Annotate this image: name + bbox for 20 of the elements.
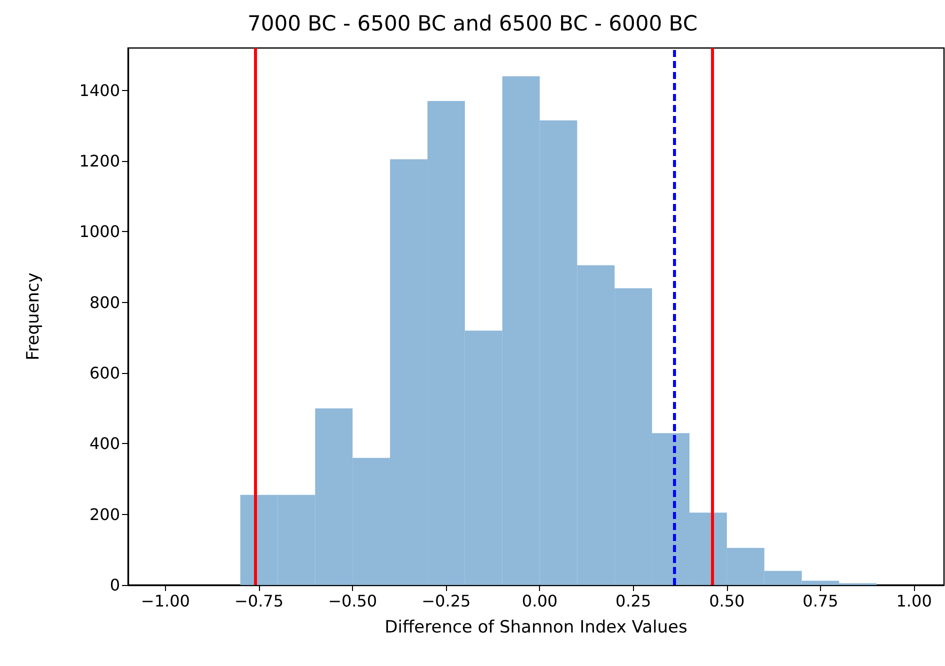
x-tick-label: −0.75 — [234, 592, 284, 610]
x-tick-label: 0.50 — [709, 592, 745, 610]
y-tick-label: 600 — [89, 364, 120, 383]
x-tick-label: 0.25 — [616, 592, 652, 610]
y-tick-label: 800 — [89, 292, 120, 312]
x-tick-label: −0.50 — [328, 592, 378, 610]
x-tick-label: −1.00 — [140, 592, 190, 610]
y-tick-label: 1400 — [79, 80, 120, 100]
y-axis-title: Frequency — [24, 272, 44, 360]
x-tick-label: 1.00 — [896, 592, 932, 610]
x-axis-title: Difference of Shannon Index Values — [384, 618, 688, 638]
y-tick-label: 0 — [110, 576, 120, 594]
chart-title: 7000 BC - 6500 BC and 6500 BC - 6000 BC — [248, 12, 698, 36]
x-tick-label: 0.00 — [522, 592, 558, 610]
y-tick-label: 1200 — [79, 152, 120, 171]
x-tick-label: 0.75 — [802, 592, 838, 610]
y-tick-label: 200 — [89, 504, 120, 524]
y-tick-label: 1000 — [79, 222, 120, 242]
y-tick-label: 400 — [89, 434, 120, 454]
x-tick-label: −0.25 — [422, 592, 471, 610]
